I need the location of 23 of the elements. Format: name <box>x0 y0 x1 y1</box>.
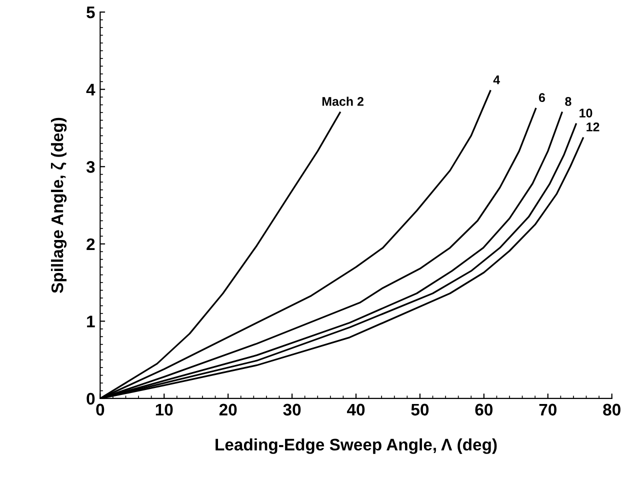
x-tick-label: 60 <box>475 404 493 416</box>
x-tick-label: 70 <box>539 404 556 416</box>
x-tick-label: 10 <box>156 404 173 416</box>
series-label: Mach 2 <box>322 96 364 106</box>
x-tick-label: 0 <box>96 404 104 416</box>
y-tick-label: 2 <box>86 238 95 250</box>
series-label: 12 <box>586 122 600 132</box>
series-label: 6 <box>538 93 546 102</box>
x-tick-label: 80 <box>603 404 620 416</box>
x-tick-label: 40 <box>346 404 365 416</box>
y-tick-label: 5 <box>86 6 95 18</box>
x-tick-label: 30 <box>283 404 301 416</box>
x-axis-title: Leading-Edge Sweep Angle, Λ (deg) <box>216 438 497 454</box>
y-tick-label: 1 <box>87 316 95 328</box>
y-tick-label: 0 <box>86 392 95 405</box>
y-tick-label: 4 <box>86 84 96 96</box>
series-label: 4 <box>493 76 500 84</box>
y-axis-title: Spillage Angle, ζ (deg) <box>50 118 67 294</box>
y-tick-label: 3 <box>86 161 95 173</box>
series-label: 10 <box>580 108 592 118</box>
x-tick-label: 20 <box>219 404 237 416</box>
x-tick-label: 50 <box>411 404 429 416</box>
series-label: 8 <box>565 97 572 106</box>
